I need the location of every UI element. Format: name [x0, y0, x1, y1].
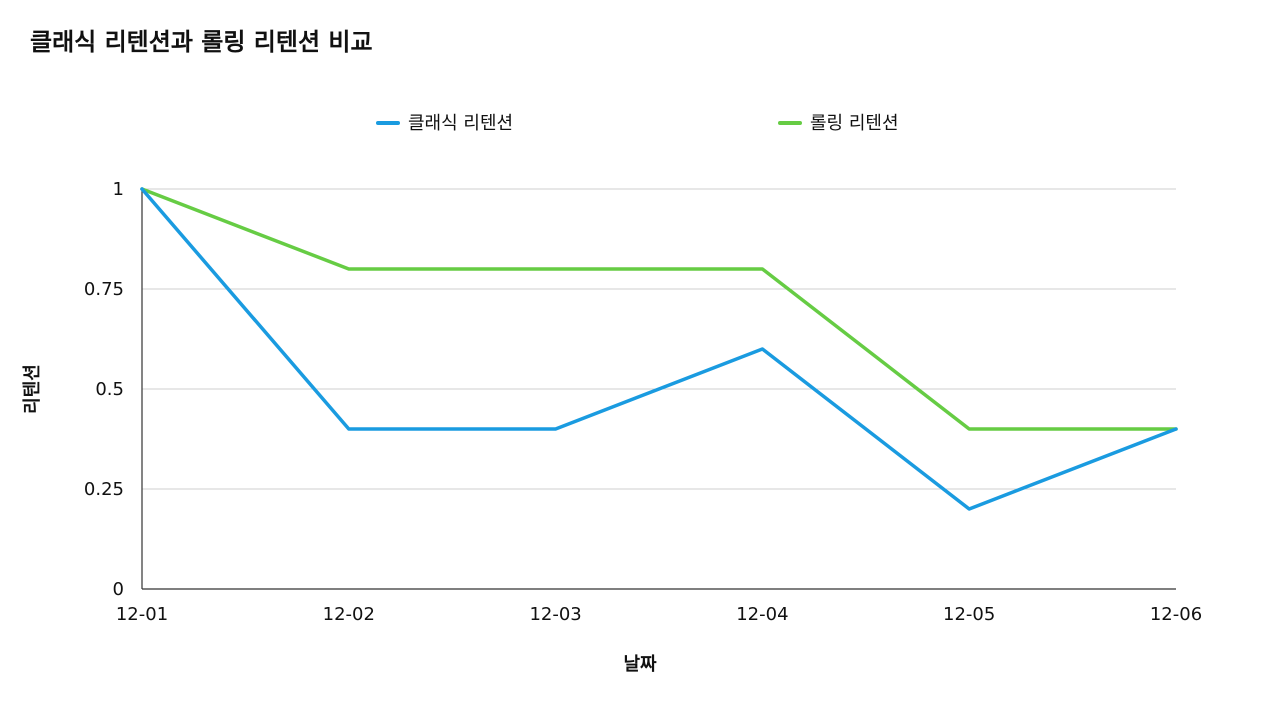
legend: 클래식 리텐션 롤링 리텐션 [376, 113, 899, 134]
y-tick-label: 0 [113, 579, 124, 600]
x-tick-label: 12-05 [943, 604, 995, 625]
x-axis-title: 날짜 [623, 654, 657, 675]
x-tick-label: 12-01 [116, 604, 168, 625]
x-tick-label: 12-06 [1150, 604, 1202, 625]
x-tick-label: 12-02 [323, 604, 375, 625]
y-tick-label: 1 [113, 179, 124, 200]
series-lines [140, 187, 1178, 511]
legend-label: 롤링 리텐션 [810, 113, 899, 134]
y-tick-label: 0.25 [84, 479, 124, 500]
axes [141, 189, 1176, 590]
y-axis-ticks: 0 0.25 0.5 0.75 1 [84, 179, 124, 600]
y-axis-title: 리텐션 [22, 364, 43, 414]
series-line-2 [140, 187, 1178, 431]
y-tick-label: 0.5 [95, 379, 124, 400]
series-line-1 [140, 187, 1178, 511]
chart-title: 클래식 리텐션과 롤링 리텐션 비교 [30, 28, 373, 56]
legend-label: 클래식 리텐션 [408, 113, 513, 134]
gridlines [142, 188, 1176, 490]
x-axis-ticks: 12-01 12-02 12-03 12-04 12-05 12-06 [116, 604, 1202, 625]
y-tick-label: 0.75 [84, 279, 124, 300]
x-tick-label: 12-03 [529, 604, 581, 625]
x-tick-label: 12-04 [736, 604, 788, 625]
